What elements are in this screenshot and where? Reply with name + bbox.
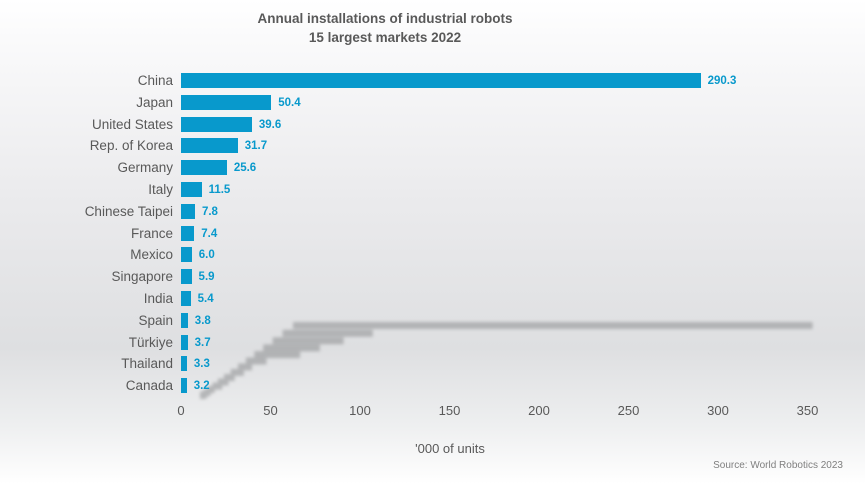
bar-value-label: 50.4 bbox=[278, 96, 301, 109]
bar bbox=[181, 94, 272, 110]
bar-value-label: 39.6 bbox=[258, 118, 282, 131]
category-label: France bbox=[130, 225, 173, 241]
bar bbox=[181, 138, 238, 154]
bar-shadow-segment bbox=[207, 386, 215, 393]
bar-shadow-segment bbox=[238, 363, 252, 371]
x-tick-label: 50 bbox=[263, 403, 278, 418]
bar-shadow-segment bbox=[217, 378, 229, 386]
bar-value-label: 7.4 bbox=[201, 227, 218, 240]
x-tick-label: 250 bbox=[617, 403, 640, 418]
x-tick-label: 200 bbox=[528, 403, 550, 418]
bar-shadow-segment bbox=[224, 374, 235, 381]
x-tick-label: 300 bbox=[707, 403, 729, 418]
category-label: Thailand bbox=[121, 356, 173, 372]
x-tick-label: 350 bbox=[796, 403, 819, 418]
bar-value-label: 31.7 bbox=[244, 140, 268, 153]
bar-value-label: 290.3 bbox=[707, 75, 737, 87]
bar-shadow-segment bbox=[204, 388, 211, 396]
bar bbox=[181, 334, 188, 350]
bar-value-label: 5.9 bbox=[198, 271, 215, 284]
category-label: Japan bbox=[136, 94, 173, 110]
category-label: Türkiye bbox=[128, 334, 173, 350]
x-axis-title: '000 of units bbox=[415, 441, 485, 456]
category-label: Italy bbox=[148, 182, 173, 197]
bar bbox=[181, 247, 192, 263]
category-label: United States bbox=[91, 116, 173, 132]
bar-shadow-segment bbox=[230, 368, 244, 376]
category-label: Spain bbox=[138, 312, 173, 328]
category-label: China bbox=[137, 73, 173, 88]
bar-value-label: 3.7 bbox=[194, 336, 211, 349]
bar bbox=[181, 116, 252, 132]
category-label: Canada bbox=[125, 378, 173, 394]
bar-shadow-segment bbox=[245, 357, 267, 365]
bar-value-label: 5.4 bbox=[197, 293, 214, 305]
bar-shadow-segment bbox=[263, 344, 320, 352]
chart-title: Annual installations of industrial robot… bbox=[0, 9, 770, 47]
bar-shadow-segment bbox=[200, 392, 206, 399]
bar bbox=[181, 182, 202, 197]
bar bbox=[181, 291, 191, 306]
category-label: Singapore bbox=[111, 269, 173, 285]
source-note: Source: World Robotics 2023 bbox=[713, 460, 843, 471]
bar bbox=[181, 225, 195, 241]
x-tick-label: 150 bbox=[438, 403, 461, 418]
x-tick-label: 0 bbox=[177, 403, 185, 418]
category-label: Rep. of Korea bbox=[89, 138, 173, 154]
x-tick-label: 100 bbox=[349, 403, 371, 418]
chart-title-line2: 15 largest markets 2022 bbox=[308, 30, 462, 45]
bar bbox=[181, 160, 227, 176]
bar-shadow-segment bbox=[293, 322, 813, 329]
bar-value-label: 25.6 bbox=[233, 162, 257, 175]
bar-shadow-segment bbox=[254, 351, 301, 359]
category-label: Mexico bbox=[130, 247, 173, 263]
bar-value-label: 7.8 bbox=[201, 205, 218, 218]
bar bbox=[181, 356, 187, 372]
bar-value-label: 6.0 bbox=[198, 249, 215, 262]
bar-shadow-segment bbox=[282, 329, 373, 337]
bar-value-label: 3.2 bbox=[193, 380, 210, 393]
bar bbox=[181, 378, 187, 394]
chart-title-line1: Annual installations of industrial robot… bbox=[257, 11, 513, 26]
category-label: India bbox=[143, 291, 173, 306]
bar-shadow-segment bbox=[272, 337, 344, 345]
bar-value-label: 11.5 bbox=[208, 184, 231, 196]
bar-shadow-segment bbox=[212, 382, 223, 390]
bar bbox=[181, 203, 195, 219]
bar-value-label: 3.8 bbox=[194, 314, 211, 327]
bar bbox=[181, 73, 701, 88]
bar bbox=[181, 269, 192, 285]
bar bbox=[181, 312, 188, 328]
category-label: Chinese Taipei bbox=[84, 203, 173, 219]
bar-value-label: 3.3 bbox=[193, 358, 210, 371]
category-label: Germany bbox=[117, 160, 173, 176]
